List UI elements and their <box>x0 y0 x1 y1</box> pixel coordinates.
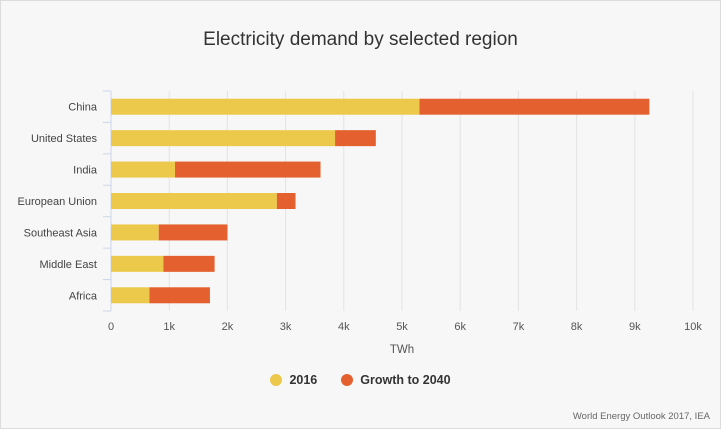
bar-growth-to-2040[interactable] <box>149 287 210 304</box>
source-credit: World Energy Outlook 2017, IEA <box>572 411 710 422</box>
chart-title: Electricity demand by selected region <box>203 29 518 50</box>
category-label: United States <box>31 133 98 145</box>
x-tick-label: 5k <box>396 321 408 333</box>
legend: 2016 Growth to 2040 <box>1 373 720 387</box>
bar-2016[interactable] <box>111 193 277 209</box>
legend-swatch-growth <box>341 374 354 386</box>
bar-growth-to-2040[interactable] <box>276 193 296 209</box>
bar-2016[interactable] <box>111 161 176 178</box>
x-tick-label: 6k <box>454 321 466 333</box>
bar-2016[interactable] <box>111 98 420 115</box>
x-axis-title: TWh <box>390 344 414 356</box>
bar-growth-to-2040[interactable] <box>335 130 376 147</box>
legend-item-2016[interactable]: 2016 <box>270 373 317 387</box>
bar-2016[interactable] <box>111 255 164 272</box>
category-label: China <box>68 102 98 114</box>
category-label: Middle East <box>40 259 97 271</box>
legend-label-growth: Growth to 2040 <box>360 373 451 387</box>
x-tick-label: 10k <box>684 321 702 333</box>
legend-item-growth[interactable]: Growth to 2040 <box>341 373 451 387</box>
x-tick-label: 9k <box>629 321 641 333</box>
x-tick-label: 3k <box>280 321 292 333</box>
bar-growth-to-2040[interactable] <box>158 224 228 241</box>
category-label: India <box>73 165 98 177</box>
x-tick-label: 1k <box>163 321 175 333</box>
x-tick-label: 8k <box>571 321 583 333</box>
bar-growth-to-2040[interactable] <box>175 161 321 178</box>
bar-growth-to-2040[interactable] <box>163 255 215 272</box>
category-label: Africa <box>69 290 98 302</box>
x-tick-label: 0 <box>108 321 114 333</box>
x-tick-label: 7k <box>513 321 525 333</box>
bar-2016[interactable] <box>111 130 336 147</box>
category-label: European Union <box>17 196 97 208</box>
legend-label-2016: 2016 <box>289 373 318 387</box>
bar-2016[interactable] <box>111 287 150 304</box>
legend-swatch-2016 <box>270 374 283 386</box>
bar-growth-to-2040[interactable] <box>419 98 650 115</box>
x-tick-label: 4k <box>338 321 350 333</box>
x-tick-label: 2k <box>222 321 234 333</box>
category-label: Southeast Asia <box>24 227 98 239</box>
bar-2016[interactable] <box>111 224 159 241</box>
